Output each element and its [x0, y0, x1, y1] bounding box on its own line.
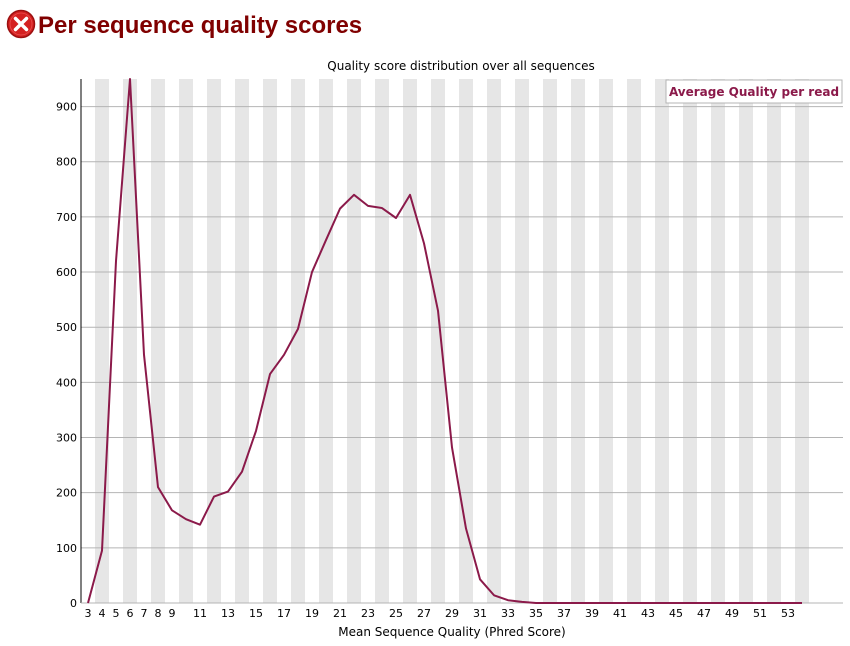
band — [683, 79, 697, 603]
x-tick-label: 3 — [85, 607, 92, 620]
x-tick-label: 5 — [113, 607, 120, 620]
x-tick-label: 45 — [669, 607, 683, 620]
x-tick-label: 7 — [141, 607, 148, 620]
band — [207, 79, 221, 603]
band — [95, 79, 109, 603]
x-tick-label: 15 — [249, 607, 263, 620]
y-tick-label: 0 — [70, 597, 77, 610]
band — [767, 79, 781, 603]
x-tick-label: 41 — [613, 607, 627, 620]
x-tick-label: 4 — [99, 607, 106, 620]
y-tick-label: 900 — [56, 101, 77, 114]
x-tick-label: 27 — [417, 607, 431, 620]
band — [291, 79, 305, 603]
y-tick-label: 300 — [56, 432, 77, 445]
band — [375, 79, 389, 603]
x-tick-label: 43 — [641, 607, 655, 620]
x-tick-label: 6 — [127, 607, 134, 620]
legend-box — [665, 79, 843, 104]
band — [431, 79, 445, 603]
y-tick-label: 200 — [56, 487, 77, 500]
band — [655, 79, 669, 603]
x-tick-label: 53 — [781, 607, 795, 620]
band — [347, 79, 361, 603]
x-tick-label: 9 — [169, 607, 176, 620]
page-title: Per sequence quality scores — [38, 12, 363, 39]
y-axis-ticks: 0 100 200 300 400 500 600 700 800 900 — [56, 101, 77, 610]
band — [515, 79, 529, 603]
band — [123, 79, 137, 603]
band — [235, 79, 249, 603]
fail-icon — [6, 9, 36, 39]
background-bands — [95, 79, 809, 603]
band — [403, 79, 417, 603]
series-group — [87, 78, 802, 604]
y-tick-label: 500 — [56, 321, 77, 334]
module-header: Per sequence quality scores — [6, 4, 362, 44]
y-tick-label: 600 — [56, 266, 77, 279]
band — [571, 79, 585, 603]
y-tick-label: 100 — [56, 542, 77, 555]
x-tick-label: 33 — [501, 607, 515, 620]
x-tick-label: 23 — [361, 607, 375, 620]
x-tick-label: 47 — [697, 607, 711, 620]
band — [627, 79, 641, 603]
band — [459, 79, 473, 603]
series-line — [87, 78, 802, 604]
x-axis-ticks: 3 4 5 6 7 8 9 11 13 15 17 19 21 23 25 27 29 31 33 35 37 39 41 4… — [85, 607, 796, 620]
x-axis-label: Mean Sequence Quality (Phred Score) — [338, 625, 566, 639]
x-tick-label: 31 — [473, 607, 487, 620]
band — [151, 79, 165, 603]
band — [739, 79, 753, 603]
band — [795, 79, 809, 603]
x-tick-label: 25 — [389, 607, 403, 620]
band — [487, 79, 501, 603]
x-tick-label: 21 — [333, 607, 347, 620]
band — [599, 79, 613, 603]
x-tick-label: 13 — [221, 607, 235, 620]
legend: Average Quality per read — [665, 79, 843, 104]
x-tick-label: 19 — [305, 607, 319, 620]
band — [263, 79, 277, 603]
x-tick-label: 35 — [529, 607, 543, 620]
x-tick-label: 29 — [445, 607, 459, 620]
band — [711, 79, 725, 603]
x-tick-label: 39 — [585, 607, 599, 620]
y-tick-label: 800 — [56, 156, 77, 169]
band — [319, 79, 333, 603]
x-tick-label: 49 — [725, 607, 739, 620]
x-tick-label: 11 — [193, 607, 207, 620]
x-tick-label: 8 — [155, 607, 162, 620]
chart-title: Quality score distribution over all sequ… — [327, 59, 594, 73]
band — [543, 79, 557, 603]
x-tick-label: 37 — [557, 607, 571, 620]
band — [179, 79, 193, 603]
x-tick-label: 51 — [753, 607, 767, 620]
y-tick-label: 700 — [56, 211, 77, 224]
x-tick-label: 17 — [277, 607, 291, 620]
y-tick-label: 400 — [56, 376, 77, 389]
legend-label: Average Quality per read — [669, 85, 839, 99]
